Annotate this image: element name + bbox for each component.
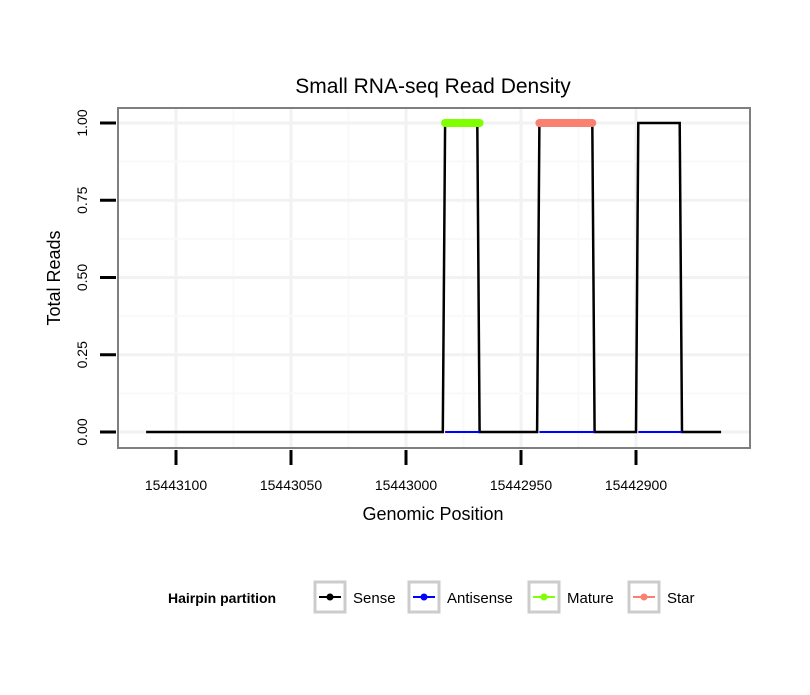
legend-label: Sense xyxy=(353,590,396,607)
y-axis-label: Total Reads xyxy=(44,230,64,325)
legend-key-point xyxy=(640,593,648,601)
y-tick-label: 0.50 xyxy=(74,264,90,291)
y-tick-label: 1.00 xyxy=(74,109,90,136)
x-tick-label: 15443000 xyxy=(375,477,438,493)
legend-label: Mature xyxy=(567,590,614,607)
legend-key-point xyxy=(540,593,548,601)
x-tick-label: 15442950 xyxy=(490,477,553,493)
chart-title: Small RNA-seq Read Density xyxy=(295,75,571,98)
x-axis-label: Genomic Position xyxy=(362,504,503,524)
legend-key-point xyxy=(326,593,334,601)
plot-border xyxy=(117,107,751,449)
legend-title: Hairpin partition xyxy=(168,590,276,606)
x-tick-label: 15442900 xyxy=(605,477,668,493)
legend-key-point xyxy=(420,593,428,601)
legend-label: Antisense xyxy=(447,590,513,607)
y-tick-label: 0.75 xyxy=(74,186,90,213)
legend-label: Star xyxy=(667,590,695,607)
y-tick-label: 0.00 xyxy=(74,418,90,445)
y-tick-label: 0.25 xyxy=(74,341,90,368)
x-tick-label: 15443050 xyxy=(260,477,323,493)
x-tick-label: 15443100 xyxy=(145,477,208,493)
